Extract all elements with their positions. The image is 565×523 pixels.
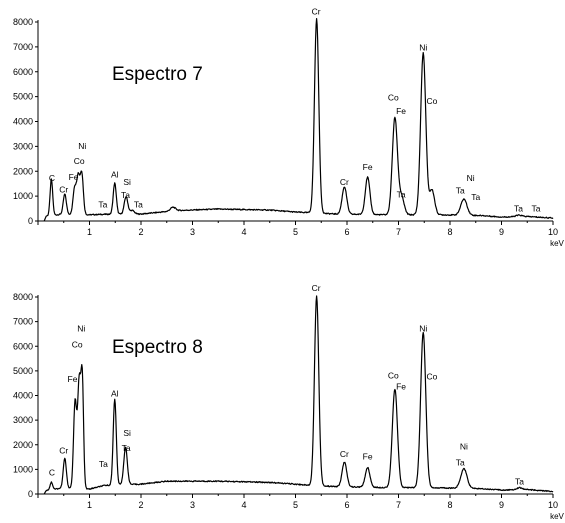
peak-label: Fe (396, 381, 406, 391)
peak-label: C (49, 173, 55, 183)
peak-label: Ta (397, 189, 406, 199)
peak-label: Ta (532, 204, 541, 214)
peak-label: Ni (419, 43, 427, 53)
peak-label: Ta (99, 459, 108, 469)
spectrum-line (43, 295, 554, 495)
y-tick-label: 2000 (13, 440, 33, 450)
x-tick-label: 1 (87, 500, 92, 510)
peak-label: Cr (312, 283, 321, 293)
peak-label: Fe (396, 106, 406, 116)
peak-label: Ta (134, 199, 143, 209)
y-tick-label: 8000 (13, 292, 33, 302)
peak-label: Ta (515, 477, 524, 487)
peak-label: Co (427, 371, 438, 381)
peak-label: Fe (363, 162, 373, 172)
y-tick-label: 1000 (13, 191, 33, 201)
peak-label: Co (388, 370, 399, 380)
x-axis-unit-label: keV (550, 239, 564, 248)
spectrum-line (43, 17, 554, 222)
peak-label: Cr (340, 449, 349, 459)
y-tick-label: 3000 (13, 141, 33, 151)
peak-label: Ta (514, 204, 523, 214)
x-tick-label: 1 (87, 227, 92, 237)
y-tick-label: 8000 (13, 17, 33, 27)
x-tick-label: 8 (447, 227, 452, 237)
x-tick-label: 9 (499, 500, 504, 510)
peak-label: Co (388, 92, 399, 102)
peak-label: Cr (312, 7, 321, 17)
y-tick-label: 4000 (13, 117, 33, 127)
spectrum-title: Espectro 7 (112, 64, 203, 85)
x-tick-label: 7 (396, 227, 401, 237)
spectrum-panel-8: 0 1000 2000 3000 4000 5000 6000 7000 8000 1 2 3 4 5 6 7… (13, 283, 565, 521)
y-tick-label: 0 (28, 216, 33, 226)
peak-label: Ta (122, 443, 131, 453)
y-tick-label: 0 (28, 489, 33, 499)
x-tick-label: 10 (548, 227, 558, 237)
y-tick-label: 1000 (13, 464, 33, 474)
y-tick-label: 6000 (13, 341, 33, 351)
peak-label: Co (72, 339, 83, 349)
peak-label: C (49, 468, 55, 478)
peak-label: Co (427, 96, 438, 106)
x-tick-label: 8 (447, 500, 452, 510)
x-tick-label: 5 (293, 227, 298, 237)
x-tick-label: 10 (548, 500, 558, 510)
peak-label: Cr (59, 445, 68, 455)
x-tick-label: 2 (138, 227, 143, 237)
peak-label: Ta (98, 199, 107, 209)
peak-label: Co (74, 156, 85, 166)
peak-label: Ni (467, 173, 475, 183)
peak-label: Al (111, 169, 119, 179)
peak-label: Fe (363, 452, 373, 462)
y-tick-label: 5000 (13, 366, 33, 376)
x-tick-label: 5 (293, 500, 298, 510)
y-tick-label: 6000 (13, 67, 33, 77)
peak-label: Al (111, 389, 119, 399)
x-tick-label: 3 (190, 227, 195, 237)
y-tick-label: 5000 (13, 92, 33, 102)
peak-label: Ni (419, 323, 427, 333)
x-tick-label: 6 (344, 500, 349, 510)
x-tick-label: 6 (344, 227, 349, 237)
peak-label: Ni (77, 323, 85, 333)
y-tick-label: 4000 (13, 391, 33, 401)
x-tick-label: 4 (241, 500, 246, 510)
y-tick-label: 7000 (13, 317, 33, 327)
peak-label: Ni (460, 442, 468, 452)
peak-label: Ta (471, 192, 480, 202)
peak-label: Ta (456, 458, 465, 468)
x-tick-label: 3 (190, 500, 195, 510)
peak-label: Ni (78, 141, 86, 151)
y-tick-label: 7000 (13, 42, 33, 52)
peak-label: Fe (69, 172, 79, 182)
peak-label: Cr (59, 184, 68, 194)
x-tick-label: 4 (241, 227, 246, 237)
x-axis-unit-label: keV (550, 512, 564, 521)
x-tick-label: 9 (499, 227, 504, 237)
y-tick-label: 3000 (13, 415, 33, 425)
peak-label: Si (123, 428, 131, 438)
peak-label: Fe (68, 374, 78, 384)
peak-label: Cr (340, 177, 349, 187)
x-tick-label: 2 (138, 500, 143, 510)
x-tick-label: 7 (396, 500, 401, 510)
spectrum-panel-7: 0 1000 2000 3000 4000 5000 6000 7000 8000 1 2 3 4 5 6 7… (13, 7, 565, 248)
spectrum-title: Espectro 8 (112, 337, 203, 358)
peak-label: Ta (456, 186, 465, 196)
peak-label: Ta (121, 190, 130, 200)
y-tick-label: 2000 (13, 166, 33, 176)
peak-label: Si (123, 177, 131, 187)
